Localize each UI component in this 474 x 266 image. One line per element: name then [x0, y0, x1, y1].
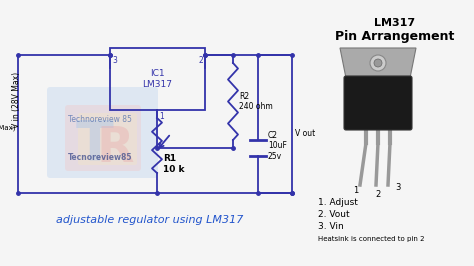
Circle shape: [370, 55, 386, 71]
Text: LM317: LM317: [374, 18, 416, 28]
FancyBboxPatch shape: [65, 105, 141, 171]
Text: V in (28V Max): V in (28V Max): [0, 125, 15, 131]
Text: Heatsink is connected to pin 2: Heatsink is connected to pin 2: [318, 236, 425, 242]
Text: R: R: [96, 124, 134, 172]
Text: 2: 2: [375, 190, 381, 199]
FancyBboxPatch shape: [78, 113, 137, 165]
Text: Pin Arrangement: Pin Arrangement: [335, 30, 455, 43]
Text: 3: 3: [395, 183, 401, 192]
Text: V in (28V Max): V in (28V Max): [11, 72, 20, 128]
Bar: [110, 48, 205, 110]
Text: R2
240 ohm: R2 240 ohm: [239, 92, 273, 111]
Text: 1. Adjust: 1. Adjust: [318, 198, 358, 207]
FancyBboxPatch shape: [47, 87, 158, 178]
Text: 3. Vin: 3. Vin: [318, 222, 344, 231]
Text: IC1
LM317: IC1 LM317: [143, 69, 173, 89]
Text: 3: 3: [112, 56, 117, 65]
Text: 2. Vout: 2. Vout: [318, 210, 350, 219]
FancyBboxPatch shape: [344, 76, 412, 130]
Text: C2
10uF
25v: C2 10uF 25v: [268, 131, 287, 161]
Text: 1: 1: [159, 112, 164, 121]
Text: 2: 2: [198, 56, 203, 65]
Text: adjustable regulator using LM317: adjustable regulator using LM317: [56, 215, 244, 225]
Polygon shape: [340, 48, 416, 78]
Text: T: T: [76, 118, 114, 172]
Text: 1: 1: [354, 186, 359, 195]
Circle shape: [374, 59, 382, 67]
Text: Tecnoreview85: Tecnoreview85: [68, 153, 132, 163]
Text: V out: V out: [295, 128, 315, 138]
Text: R1
10 k: R1 10 k: [163, 154, 184, 174]
Text: Technoreview 85: Technoreview 85: [68, 115, 132, 124]
